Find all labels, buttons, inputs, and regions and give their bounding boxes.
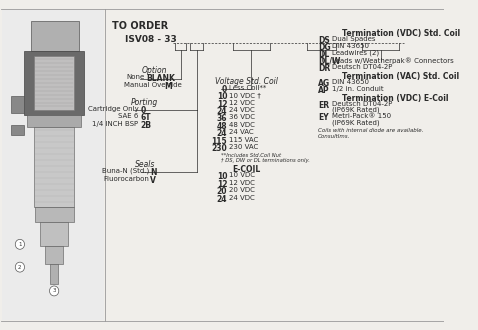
Text: ISV08 - 33: ISV08 - 33: [125, 35, 177, 44]
Bar: [34, 56, 74, 111]
Text: EY: EY: [318, 114, 328, 122]
Text: 10: 10: [217, 173, 227, 182]
Text: DG: DG: [318, 43, 330, 52]
Text: 24 VDC: 24 VDC: [229, 107, 255, 113]
Text: 12: 12: [217, 180, 227, 189]
Text: Buna-N (Std.): Buna-N (Std.): [102, 168, 150, 175]
Text: 12 VDC: 12 VDC: [229, 180, 255, 186]
Text: Leadwires (2): Leadwires (2): [332, 50, 379, 56]
Bar: [23, 51, 84, 116]
Text: DL/W: DL/W: [318, 57, 340, 66]
Bar: [2, 10, 104, 320]
Text: † DS, DW or DL terminations only.: † DS, DW or DL terminations only.: [221, 157, 310, 163]
Text: Manual Override: Manual Override: [124, 82, 182, 88]
Text: 24: 24: [217, 107, 227, 116]
Text: 10 VDC: 10 VDC: [229, 173, 255, 179]
Text: 230 VAC: 230 VAC: [229, 144, 258, 150]
Text: 2B: 2B: [140, 121, 151, 130]
Text: AP: AP: [318, 86, 329, 95]
Text: 1/4 INCH BSP: 1/4 INCH BSP: [92, 121, 138, 127]
Text: 36: 36: [217, 115, 227, 123]
Text: N: N: [151, 168, 157, 177]
Text: Less Coil**: Less Coil**: [229, 85, 266, 91]
Text: M: M: [164, 82, 172, 91]
Text: 24 VDC: 24 VDC: [229, 195, 255, 201]
Text: AG: AG: [318, 79, 330, 88]
Bar: [51, 264, 58, 284]
Text: DR: DR: [318, 64, 330, 73]
Text: 48: 48: [217, 122, 227, 131]
Text: 6T: 6T: [140, 114, 151, 122]
Circle shape: [15, 239, 24, 249]
Text: BLANK: BLANK: [146, 74, 174, 83]
Text: None: None: [127, 74, 145, 80]
Text: Porting: Porting: [131, 98, 158, 107]
Text: **Includes Std.Coil Nut: **Includes Std.Coil Nut: [221, 152, 281, 158]
Text: 1/2 in. Conduit: 1/2 in. Conduit: [332, 86, 383, 92]
Text: Voltage Std. Coil: Voltage Std. Coil: [215, 77, 278, 86]
Circle shape: [50, 286, 59, 296]
Text: 0: 0: [222, 85, 227, 94]
Text: Dual Spades: Dual Spades: [332, 36, 375, 42]
Bar: [27, 115, 81, 127]
Text: Cartridge Only: Cartridge Only: [87, 106, 138, 112]
Text: 3: 3: [53, 288, 56, 293]
Text: 10: 10: [217, 92, 227, 101]
Text: DS: DS: [318, 36, 330, 45]
Text: (IP69K Rated): (IP69K Rated): [332, 119, 380, 126]
Text: Metri-Pack® 150: Metri-Pack® 150: [332, 114, 391, 119]
Text: (IP69K Rated): (IP69K Rated): [332, 107, 380, 113]
Text: 12: 12: [217, 100, 227, 109]
Text: DL: DL: [318, 50, 329, 59]
Text: Deutsch DT04-2P: Deutsch DT04-2P: [332, 64, 392, 70]
Text: 12 VDC: 12 VDC: [229, 100, 255, 106]
Text: SAE 6: SAE 6: [118, 114, 138, 119]
Bar: [31, 21, 79, 51]
Text: ER: ER: [318, 101, 329, 110]
Bar: [11, 125, 23, 135]
Bar: [45, 246, 64, 264]
Text: Coils with internal diode are available.
ConsultIms.: Coils with internal diode are available.…: [318, 128, 423, 139]
Text: 36 VDC: 36 VDC: [229, 115, 255, 120]
Bar: [11, 96, 23, 114]
Text: 1: 1: [18, 242, 22, 247]
Text: Seals: Seals: [135, 160, 155, 169]
Text: 24: 24: [217, 195, 227, 204]
Bar: [34, 127, 75, 207]
Circle shape: [15, 262, 24, 272]
Text: Fluorocarbon: Fluorocarbon: [104, 176, 150, 182]
Text: 10 VDC †: 10 VDC †: [229, 92, 261, 98]
Text: DIN 43650: DIN 43650: [332, 43, 369, 49]
Text: TO ORDER: TO ORDER: [112, 21, 169, 31]
Text: Termination (VDC) Std. Coil: Termination (VDC) Std. Coil: [342, 29, 460, 38]
Text: 115 VAC: 115 VAC: [229, 137, 258, 143]
Text: 230: 230: [211, 144, 227, 153]
Text: Option: Option: [141, 66, 167, 75]
Text: 20: 20: [217, 187, 227, 196]
Text: E-COIL: E-COIL: [232, 166, 261, 175]
Text: 24: 24: [217, 129, 227, 138]
Bar: [40, 221, 68, 246]
Text: 20 VDC: 20 VDC: [229, 187, 255, 193]
Text: 0: 0: [140, 106, 145, 115]
Text: 48 VDC: 48 VDC: [229, 122, 255, 128]
Text: 115: 115: [212, 137, 227, 146]
Text: Deutsch DT04-2P: Deutsch DT04-2P: [332, 101, 392, 107]
Text: Leads w/Weatherpak® Connectors: Leads w/Weatherpak® Connectors: [332, 57, 454, 64]
Text: 2: 2: [18, 265, 22, 270]
Bar: [35, 207, 74, 221]
Text: 24 VAC: 24 VAC: [229, 129, 254, 135]
Text: Termination (VAC) Std. Coil: Termination (VAC) Std. Coil: [342, 72, 459, 81]
Text: V: V: [151, 176, 156, 185]
Text: DIN 43650: DIN 43650: [332, 79, 369, 85]
Text: Termination (VDC) E-Coil: Termination (VDC) E-Coil: [342, 94, 448, 103]
